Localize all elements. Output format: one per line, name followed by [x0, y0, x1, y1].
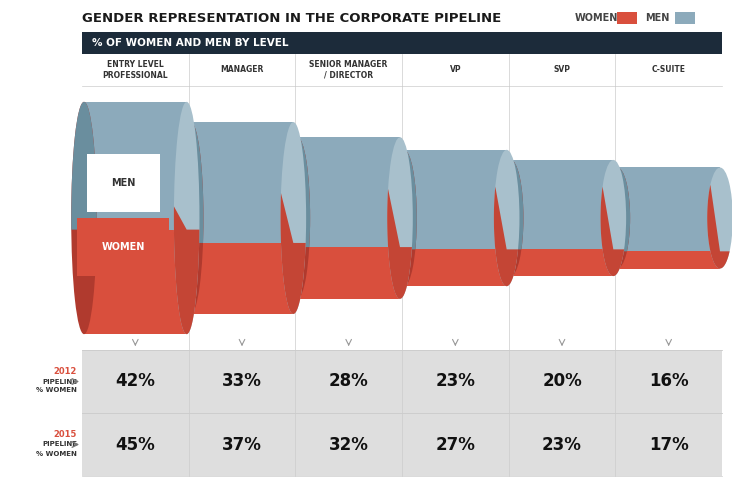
Ellipse shape: [178, 122, 203, 314]
Text: PIPELINE: PIPELINE: [42, 379, 77, 385]
Ellipse shape: [285, 137, 310, 299]
Text: SENIOR MANAGER
/ DIRECTOR: SENIOR MANAGER / DIRECTOR: [310, 60, 388, 80]
Text: WOMEN: WOMEN: [575, 13, 619, 23]
Ellipse shape: [707, 167, 732, 268]
Text: % WOMEN: % WOMEN: [36, 450, 77, 456]
Text: 23%: 23%: [542, 436, 582, 453]
Text: VP: VP: [449, 65, 461, 75]
Text: % WOMEN: % WOMEN: [36, 388, 77, 394]
Ellipse shape: [605, 167, 630, 268]
Ellipse shape: [71, 102, 97, 334]
Text: ENTRY LEVEL
PROFESSIONAL: ENTRY LEVEL PROFESSIONAL: [102, 60, 168, 80]
Polygon shape: [498, 160, 523, 249]
Polygon shape: [297, 137, 400, 247]
Text: PIPELINE: PIPELINE: [42, 442, 77, 447]
Text: 2012: 2012: [53, 367, 77, 376]
Text: MEN: MEN: [645, 13, 669, 23]
Polygon shape: [178, 122, 203, 243]
Text: SVP: SVP: [553, 65, 570, 75]
Text: 2015: 2015: [53, 430, 77, 439]
Ellipse shape: [174, 102, 199, 334]
Polygon shape: [190, 243, 294, 314]
Polygon shape: [190, 122, 294, 243]
Polygon shape: [280, 193, 306, 314]
Text: 23%: 23%: [436, 373, 475, 391]
Text: MANAGER: MANAGER: [220, 65, 264, 75]
Ellipse shape: [494, 150, 520, 286]
Text: 37%: 37%: [222, 436, 262, 453]
Polygon shape: [297, 247, 400, 299]
Polygon shape: [617, 167, 720, 251]
Polygon shape: [494, 187, 518, 286]
Ellipse shape: [498, 160, 523, 276]
Text: 16%: 16%: [649, 373, 689, 391]
Polygon shape: [391, 150, 417, 249]
Text: 27%: 27%: [436, 436, 475, 453]
Ellipse shape: [600, 160, 626, 276]
Bar: [82, 350, 722, 413]
Polygon shape: [511, 249, 613, 276]
Ellipse shape: [280, 122, 306, 314]
Text: % OF WOMEN AND MEN BY LEVEL: % OF WOMEN AND MEN BY LEVEL: [92, 38, 288, 48]
Text: 20%: 20%: [542, 373, 582, 391]
Bar: [82, 32, 722, 54]
Bar: [82, 413, 722, 476]
Text: 17%: 17%: [649, 436, 689, 453]
Bar: [82, 54, 722, 86]
Text: 28%: 28%: [329, 373, 368, 391]
Text: MEN: MEN: [111, 178, 135, 188]
Text: GENDER REPRESENTATION IN THE CORPORATE PIPELINE: GENDER REPRESENTATION IN THE CORPORATE P…: [82, 11, 501, 24]
Text: 32%: 32%: [329, 436, 369, 453]
Polygon shape: [71, 102, 97, 230]
Polygon shape: [605, 167, 630, 251]
Polygon shape: [404, 150, 507, 249]
Text: WOMEN: WOMEN: [101, 242, 145, 252]
Text: 33%: 33%: [222, 373, 262, 391]
Bar: [617, 12, 637, 24]
Bar: [82, 86, 722, 350]
Polygon shape: [707, 185, 730, 268]
Polygon shape: [285, 137, 310, 247]
Polygon shape: [387, 189, 412, 299]
Polygon shape: [84, 230, 187, 334]
Polygon shape: [511, 160, 613, 249]
Ellipse shape: [391, 150, 417, 286]
Bar: [675, 12, 695, 24]
Text: 45%: 45%: [116, 436, 155, 453]
Polygon shape: [404, 249, 507, 286]
Polygon shape: [617, 251, 720, 268]
Polygon shape: [600, 187, 624, 276]
Text: C-SUITE: C-SUITE: [651, 65, 686, 75]
Polygon shape: [84, 102, 187, 230]
Text: 42%: 42%: [116, 373, 155, 391]
Ellipse shape: [387, 137, 413, 299]
Polygon shape: [174, 206, 199, 334]
